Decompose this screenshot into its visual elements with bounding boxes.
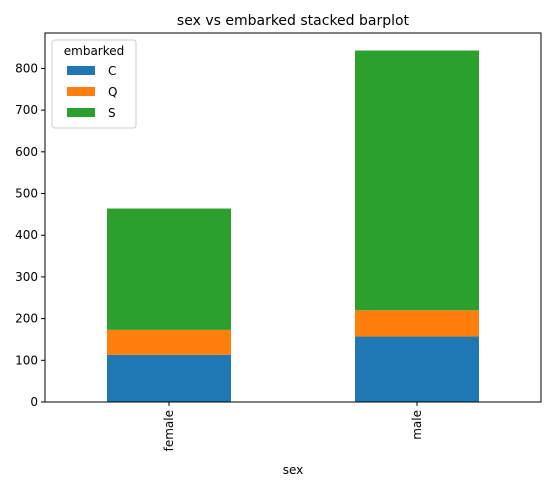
plot-frame	[44, 32, 542, 403]
bar-female-Q	[107, 329, 231, 355]
y-axis: 0 100 200 300 400 500 600 700 800	[15, 61, 45, 409]
legend-swatch-S	[67, 108, 95, 117]
legend-swatch-Q	[67, 87, 95, 96]
y-tick-label: 700	[15, 103, 38, 117]
y-tick-label: 400	[15, 228, 38, 242]
y-tick-label: 0	[30, 395, 38, 409]
y-tick-label: 300	[15, 270, 38, 284]
chart-title: sex vs embarked stacked barplot	[177, 13, 410, 29]
legend: embarked CQS	[51, 39, 137, 129]
x-axis: female male	[162, 402, 424, 451]
legend-swatch-C	[67, 66, 95, 75]
y-tick-label: 800	[15, 61, 38, 75]
legend-label-C: C	[108, 64, 116, 78]
x-tick-label-female: female	[162, 410, 176, 451]
y-tick-label: 600	[15, 145, 38, 159]
legend-title: embarked	[64, 44, 125, 58]
y-tick-label: 500	[15, 187, 38, 201]
y-tick-label: 200	[15, 312, 38, 326]
bar-female-C	[107, 354, 231, 402]
bars-group	[107, 50, 479, 402]
bar-male-Q	[355, 310, 479, 337]
bar-female-S	[107, 208, 231, 330]
bar-male-S	[355, 50, 479, 311]
x-tick-label-male: male	[410, 410, 424, 440]
y-tick-label: 100	[15, 353, 38, 367]
legend-box	[51, 39, 137, 129]
legend-label-S: S	[108, 106, 116, 120]
bar-male-C	[355, 336, 479, 402]
x-axis-label: sex	[283, 463, 304, 477]
legend-label-Q: Q	[108, 85, 117, 99]
